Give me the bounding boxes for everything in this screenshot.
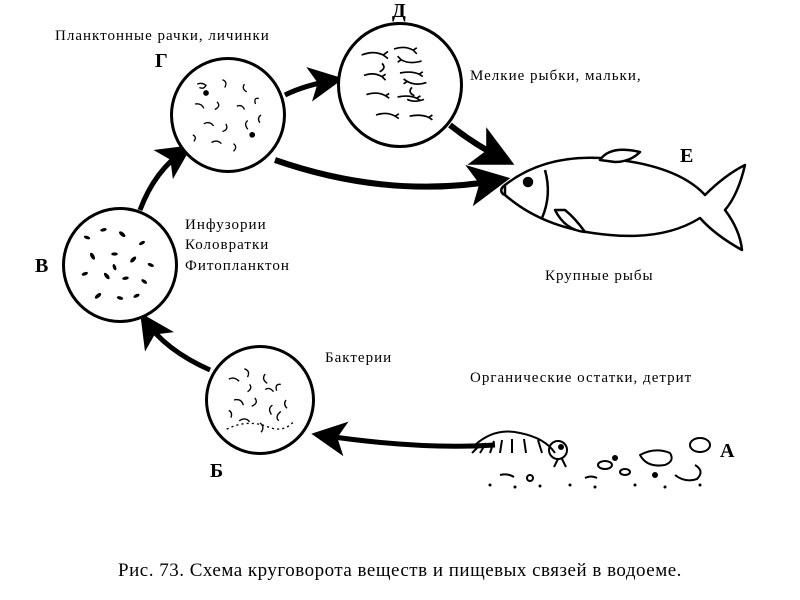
- label-infusoria: Инфузории Коловратки Фитопланктон: [185, 215, 290, 276]
- label-detritus: Органические остатки, детрит: [470, 370, 692, 387]
- letter-G: Г: [155, 50, 168, 73]
- arrow-G-E: [275, 160, 500, 187]
- small-fish-icon: [340, 25, 460, 145]
- arrow-B-V: [145, 320, 210, 370]
- node-infusoria: [62, 207, 178, 323]
- arrow-G-D: [285, 80, 335, 95]
- node-large-fish: [490, 140, 750, 260]
- node-bacteria: [205, 345, 315, 455]
- detritus-icon: [440, 390, 750, 500]
- label-large-fish: Крупные рыбы: [545, 268, 654, 285]
- letter-E: Е: [680, 145, 693, 168]
- letter-D: Д: [392, 0, 406, 23]
- letter-V: В: [35, 255, 48, 278]
- bacteria-icon: [208, 348, 312, 452]
- node-plankton: [170, 57, 286, 173]
- letter-A: А: [720, 440, 734, 463]
- large-fish-icon: [490, 140, 750, 260]
- node-detritus: [440, 390, 750, 500]
- label-plankton: Планктонные рачки, личинки: [55, 28, 270, 45]
- node-small-fish: [337, 22, 463, 148]
- plankton-icon: [173, 60, 283, 170]
- letter-B: Б: [210, 460, 223, 483]
- diagram-stage: А Б В Г Д Е Органические остатки, детрит…: [0, 0, 800, 600]
- label-bacteria: Бактерии: [325, 350, 392, 367]
- label-small-fish: Мелкие рыбки, мальки,: [470, 68, 642, 85]
- infusoria-icon: [65, 210, 175, 320]
- figure-caption: Рис. 73. Схема круговорота веществ и пищ…: [0, 560, 800, 582]
